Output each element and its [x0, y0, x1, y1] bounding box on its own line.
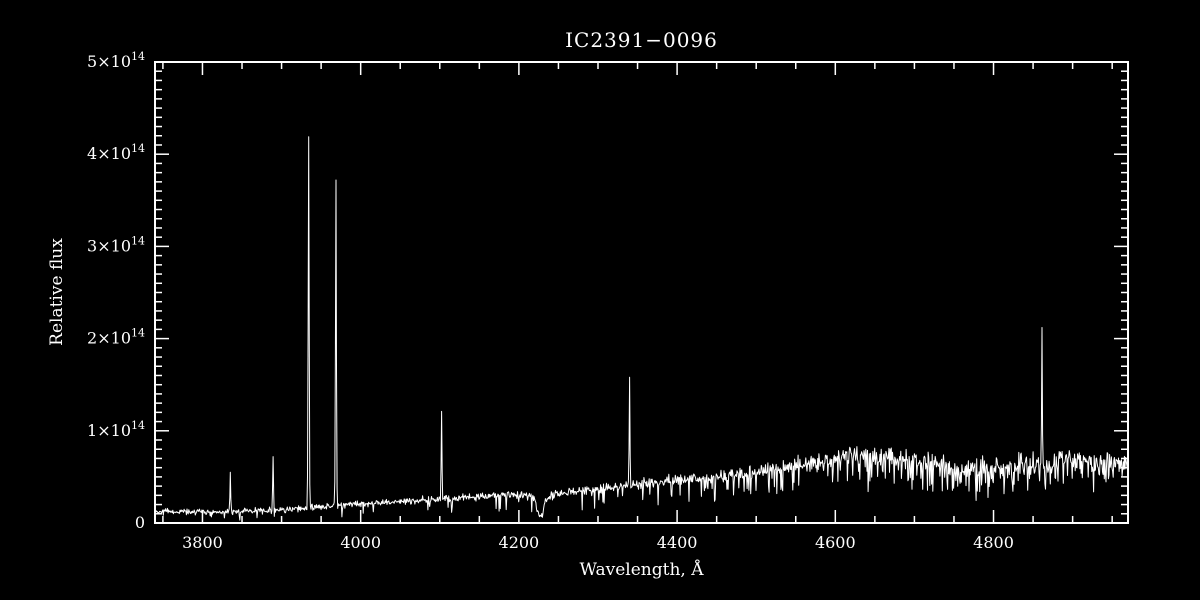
y-tick-label: 5×1014 — [87, 50, 145, 71]
axis-box — [154, 61, 1129, 524]
tick-labels: 3800 4000 4200 4400 4600 4800 0 1×1014 2×1014 3×1… — [87, 50, 1014, 552]
y-tick-label: 2×1014 — [87, 327, 145, 348]
y-tick-label: 4×1014 — [87, 142, 145, 163]
y-tick-label: 0 — [135, 513, 145, 532]
x-axis-title: Wavelength, Å — [579, 560, 704, 580]
x-tick-label: 3800 — [182, 533, 223, 552]
axis-ticks — [155, 61, 1128, 524]
y-tick-label: 1×1014 — [87, 419, 145, 440]
y-tick-label: 3×1014 — [87, 234, 145, 255]
spectrum-line — [154, 136, 1129, 521]
chart-title: IC2391−0096 — [565, 28, 718, 52]
x-tick-label: 4000 — [340, 533, 381, 552]
x-tick-label: 4600 — [815, 533, 856, 552]
x-tick-label: 4200 — [499, 533, 540, 552]
x-tick-label: 4800 — [973, 533, 1014, 552]
x-tick-label: 4400 — [657, 533, 698, 552]
y-axis-title: Relative flux — [47, 238, 67, 346]
